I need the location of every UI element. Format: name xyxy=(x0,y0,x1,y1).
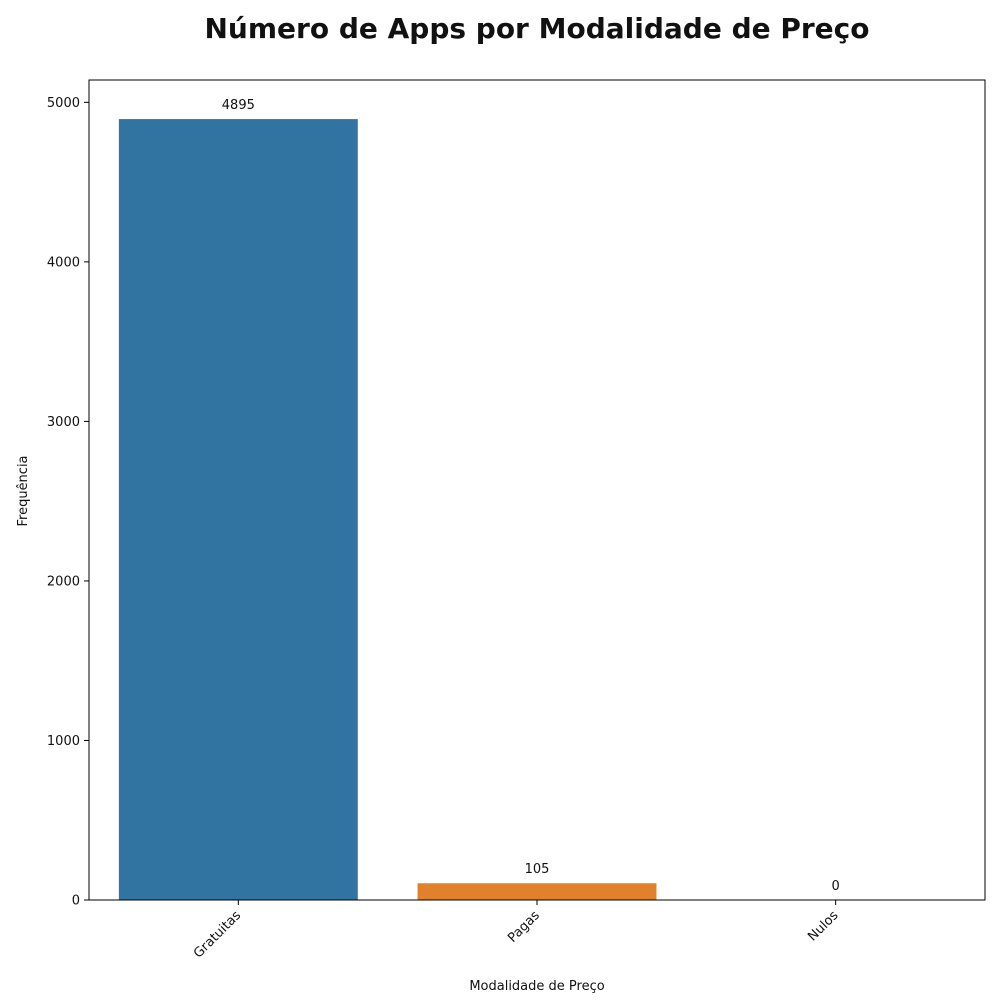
y-tick-label: 0 xyxy=(72,894,80,909)
x-tick-label: Pagas xyxy=(505,908,543,946)
y-tick-label: 5000 xyxy=(47,96,80,111)
data-label: 105 xyxy=(525,862,550,877)
y-axis-label: Frequência xyxy=(16,455,31,526)
plot-area: 0 1000 2000 3000 4000 5000 4895 Gratuitas 105 Pag… xyxy=(47,96,842,962)
y-tick-label: 3000 xyxy=(47,415,80,430)
plot-frame xyxy=(88,79,986,901)
y-tick-label: 1000 xyxy=(47,734,80,749)
data-label: 0 xyxy=(832,879,840,894)
y-tick-label: 4000 xyxy=(47,255,80,270)
bar-pagas xyxy=(417,883,657,900)
x-tick-label: Gratuitas xyxy=(191,908,244,961)
x-tick-label: Nulos xyxy=(805,908,841,944)
y-tick-label: 2000 xyxy=(47,574,80,589)
data-label: 4895 xyxy=(222,98,255,113)
chart-title: Número de Apps por Modalidade de Preço xyxy=(205,12,870,45)
bar-gratuitas xyxy=(118,119,358,901)
x-axis-label: Modalidade de Preço xyxy=(469,979,604,994)
